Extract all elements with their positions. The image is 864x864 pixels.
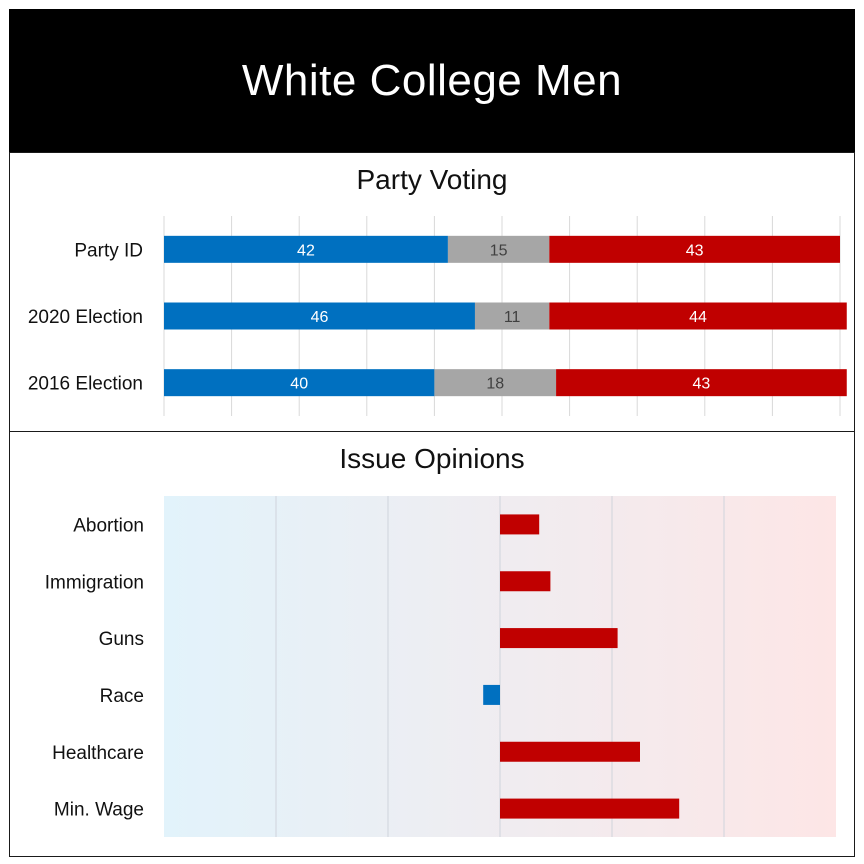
issue-category-label: Min. Wage [54,800,144,821]
issue-bar-min-wage [500,798,680,819]
party-data-label: 18 [486,376,504,393]
issue-bar-immigration [500,571,551,592]
party-data-label: 46 [311,309,329,326]
party-voting-title: Party Voting [356,164,508,195]
party-category-label: 2020 Election [28,307,143,328]
page-title: White College Men [241,55,623,105]
issue-bar-guns [500,628,618,649]
party-data-label: 15 [490,242,508,259]
issue-bar-race [483,684,500,705]
issue-opinions-chart: Abortion Immigration Guns Race Healthcare Min… [45,496,836,837]
party-category-label: 2016 Election [28,374,143,395]
issue-category-label: Guns [99,629,144,650]
page-header: White College Men [9,9,855,152]
party-data-label: 43 [686,242,704,259]
issue-category-label: Abortion [73,515,144,536]
party-bar-2016-election-0 [164,369,435,397]
party-bar-party-id-0 [164,235,448,263]
party-data-label: 11 [504,309,521,326]
party-bar-2020-election-2 [549,302,847,330]
party-bar-party-id-1 [447,235,550,263]
issue-opinions-title: Issue Opinions [339,443,525,474]
party-data-label: 44 [689,309,707,326]
party-data-label: 40 [290,376,308,393]
party-bar-2020-election-1 [474,302,550,330]
party-voting-chart: Party ID 42 15 43 2020 Election 46 11 44 2016 El… [28,216,847,416]
party-category-label: Party ID [74,240,143,261]
party-data-label: 42 [297,242,315,259]
header-divider [9,152,855,153]
issue-category-label: Healthcare [52,743,144,764]
party-data-label: 43 [693,376,711,393]
issue-bar-healthcare [500,741,640,762]
party-bar-2016-election-1 [434,369,557,397]
party-bar-2016-election-2 [556,369,847,397]
issue-category-label: Immigration [45,572,144,593]
issue-bar-abortion [500,514,540,535]
party-bar-2020-election-0 [164,302,475,330]
party-bar-party-id-2 [549,235,840,263]
issue-category-label: Race [100,686,144,707]
section-divider [9,431,855,432]
